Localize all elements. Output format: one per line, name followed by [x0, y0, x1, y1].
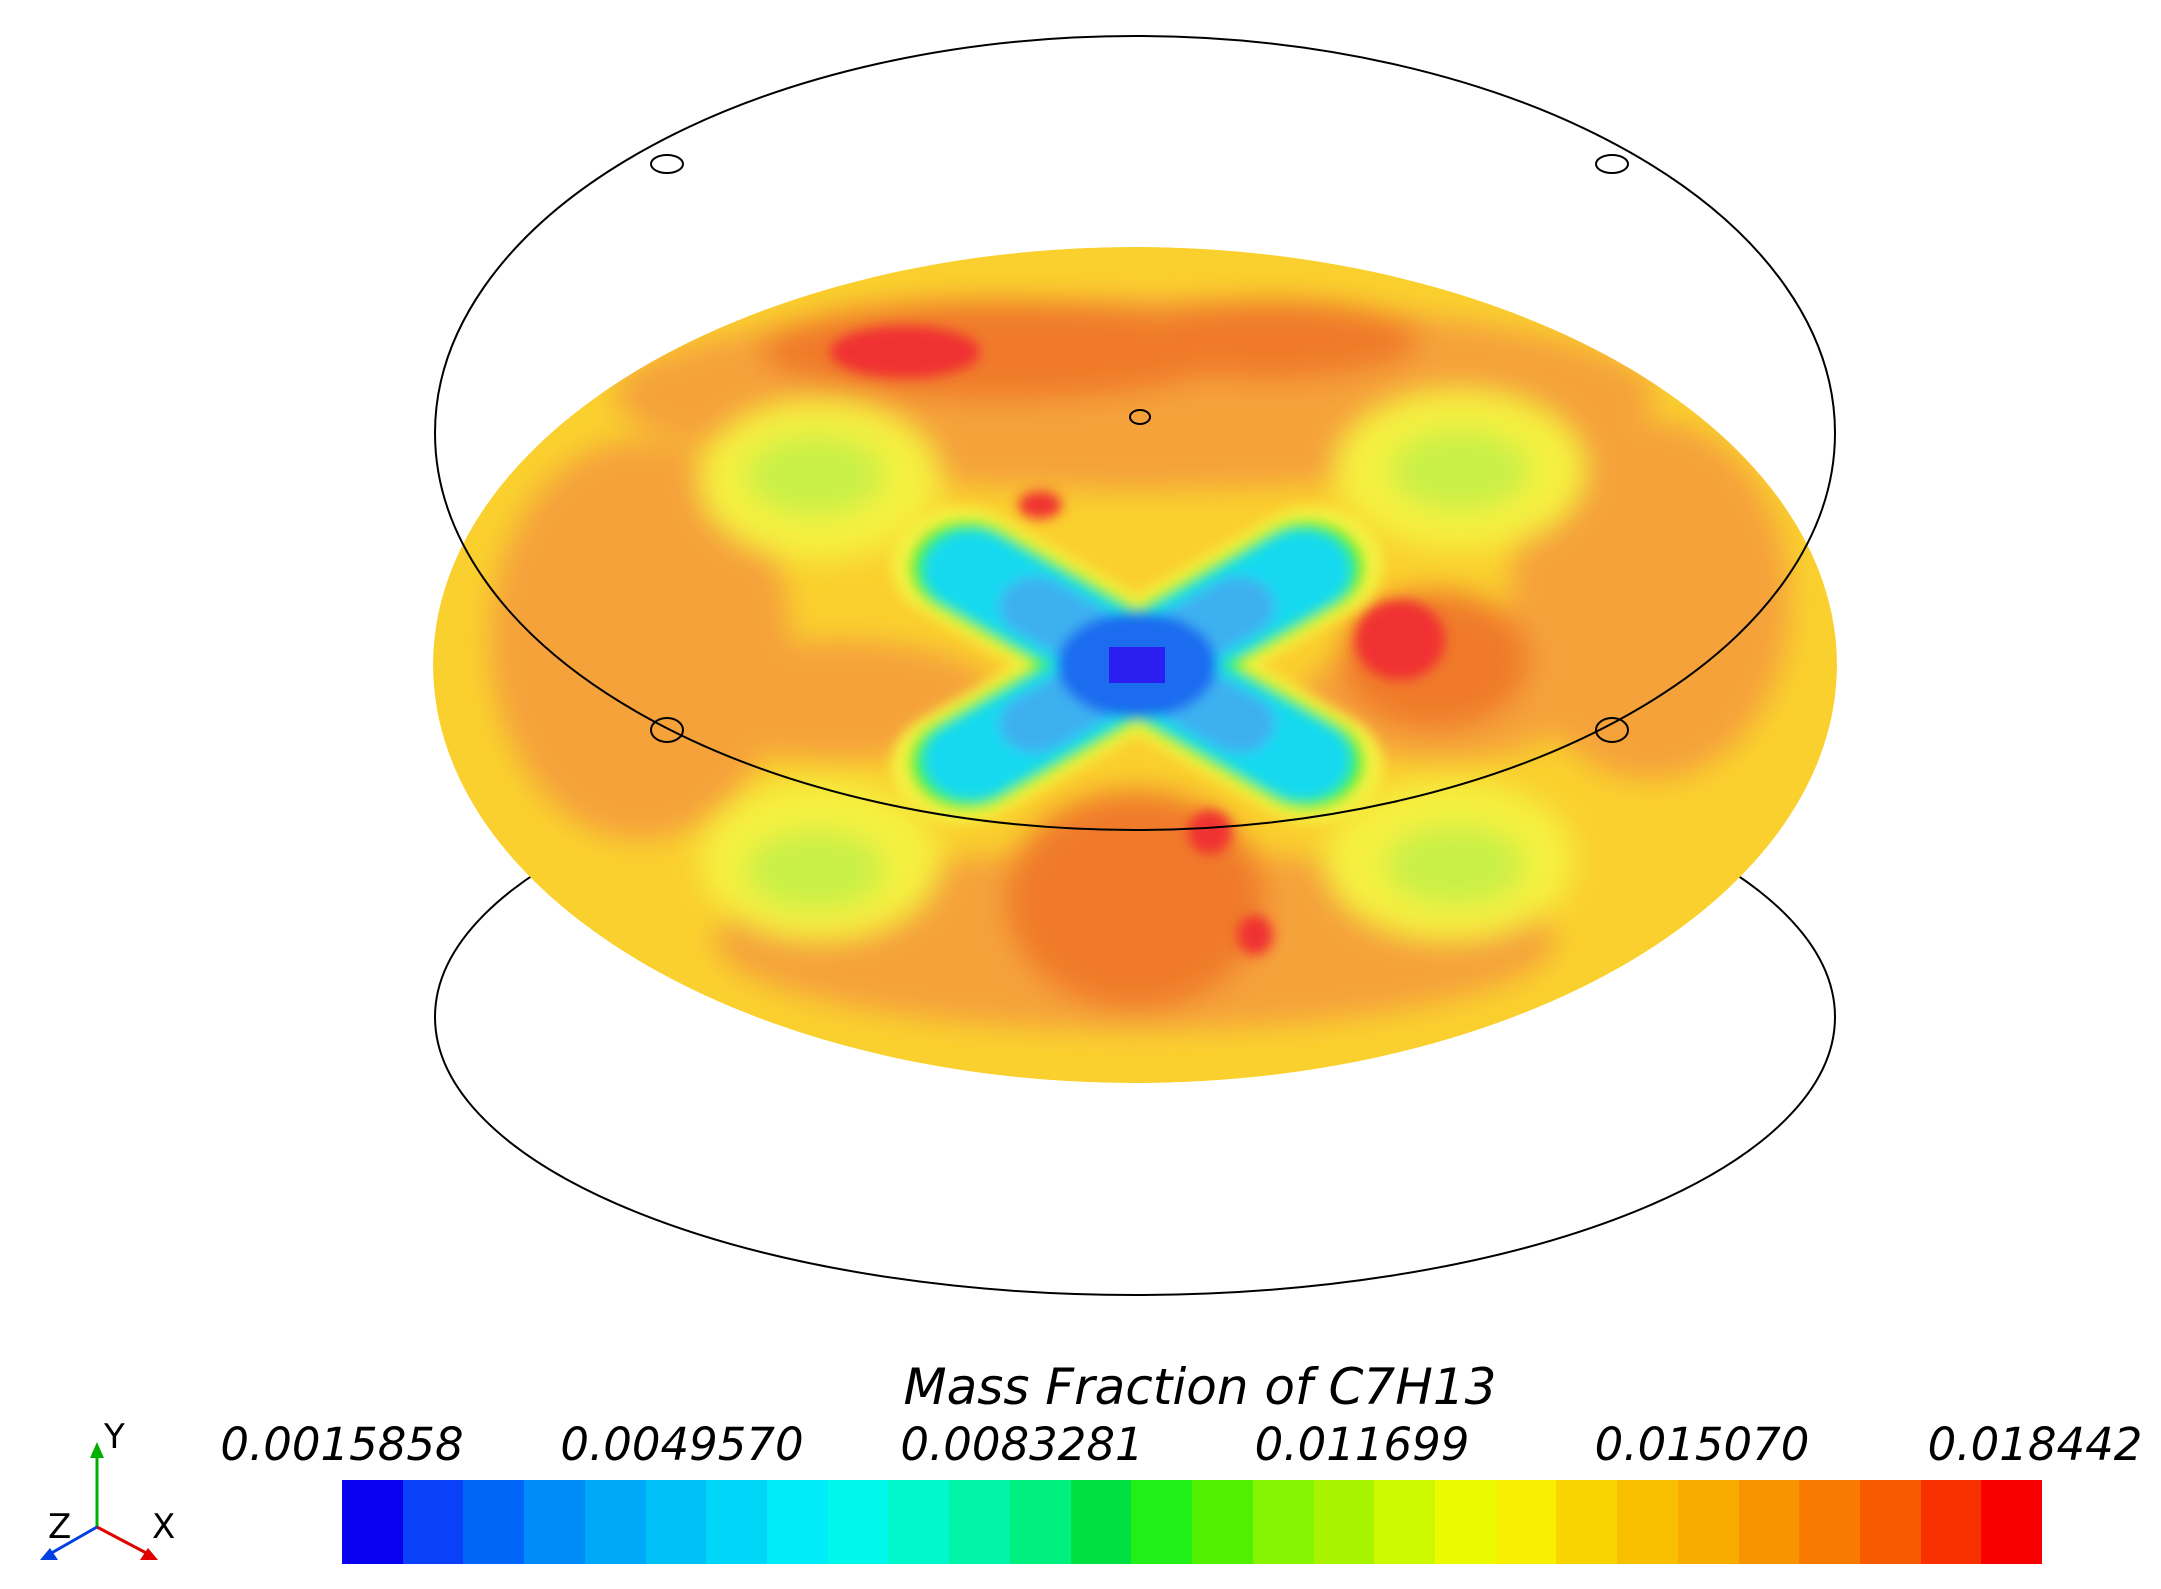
legend-colorbar — [342, 1480, 2043, 1564]
colorbar-swatch — [1313, 1480, 1375, 1564]
colorbar-swatch — [827, 1480, 889, 1564]
colorbar-swatch — [1009, 1480, 1071, 1564]
colorbar-swatch — [1131, 1480, 1193, 1564]
legend-tick-label: 0.011699 — [1254, 1418, 1470, 1471]
colorbar-swatch — [706, 1480, 768, 1564]
colorbar-swatch — [1495, 1480, 1557, 1564]
cylinder-top-outline — [434, 35, 1836, 831]
colorbar-swatch — [1070, 1480, 1132, 1564]
z-arrow-icon — [40, 1548, 58, 1560]
colorbar-swatch — [1434, 1480, 1496, 1564]
colorbar-swatch — [1859, 1480, 1921, 1564]
x-arrow-icon — [140, 1548, 158, 1560]
z-axis-label: Z — [48, 1507, 71, 1547]
inlet-hole — [650, 717, 684, 743]
colorbar-swatch — [342, 1480, 403, 1564]
legend-tick-label: 0.0083281 — [900, 1418, 1144, 1471]
legend-title: Mass Fraction of C7H13 — [903, 1358, 1497, 1416]
legend-tick-label: 0.015070 — [1594, 1418, 1810, 1471]
colorbar-swatch — [1617, 1480, 1678, 1564]
colorbar-swatch — [524, 1480, 585, 1564]
inlet-hole — [1595, 154, 1629, 174]
inlet-hole — [1595, 717, 1629, 743]
colorbar-swatch — [1738, 1480, 1800, 1564]
x-shaped-depletion-zone — [890, 506, 1384, 824]
colorbar-swatch — [1920, 1480, 1982, 1564]
colorbar-swatch — [645, 1480, 707, 1564]
axis-triad: Y X Z — [40, 1417, 175, 1560]
inlet-hole — [1129, 409, 1151, 425]
colorbar-swatch — [767, 1480, 828, 1564]
x-axis-label: X — [152, 1507, 175, 1547]
colorbar-swatch — [1556, 1480, 1618, 1564]
legend-tick-label: 0.0049570 — [560, 1418, 804, 1471]
colorbar-swatch — [584, 1480, 646, 1564]
colorbar-swatch — [1981, 1480, 2043, 1564]
y-arrow-icon — [90, 1442, 104, 1458]
inlet-hole — [650, 154, 684, 174]
colorbar-swatch — [1252, 1480, 1314, 1564]
colorbar-swatch — [1677, 1480, 1739, 1564]
colorbar-swatch — [402, 1480, 464, 1564]
contour-disc — [433, 247, 1837, 1083]
y-axis-label: Y — [103, 1417, 125, 1457]
colorbar-swatch — [1799, 1480, 1860, 1564]
colorbar-swatch — [463, 1480, 525, 1564]
colorbar-swatch — [888, 1480, 950, 1564]
legend-tick-label: 0.0015858 — [220, 1418, 464, 1471]
colorbar-swatch — [949, 1480, 1010, 1564]
colorbar-swatch — [1192, 1480, 1253, 1564]
legend-tick-label: 0.018442 — [1927, 1418, 2143, 1471]
colorbar-swatch — [1374, 1480, 1435, 1564]
